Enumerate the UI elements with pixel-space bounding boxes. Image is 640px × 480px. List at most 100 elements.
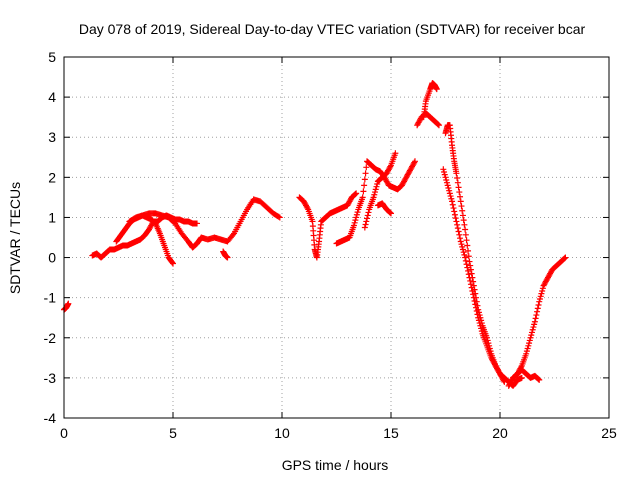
data-point xyxy=(387,209,394,216)
data-point xyxy=(374,181,381,188)
y-tick-label: -1 xyxy=(44,290,57,306)
data-point xyxy=(169,259,176,266)
data-point xyxy=(457,193,464,200)
x-tick-label: 20 xyxy=(492,425,508,441)
data-point xyxy=(372,186,379,193)
data-point xyxy=(373,183,380,190)
data-point xyxy=(392,150,399,157)
data-point xyxy=(530,324,537,331)
x-tick-label: 5 xyxy=(169,425,177,441)
data-point xyxy=(501,378,508,385)
y-tick-label: 1 xyxy=(48,209,56,225)
data-point xyxy=(476,312,483,319)
data-point xyxy=(458,203,465,210)
data-point xyxy=(467,262,474,269)
data-point xyxy=(561,255,568,262)
series-seg-d xyxy=(126,196,283,251)
data-point xyxy=(462,226,469,233)
data-point xyxy=(193,220,200,227)
data-point xyxy=(364,212,371,219)
data-point xyxy=(370,194,377,201)
data-point xyxy=(362,221,369,228)
series-seg-m xyxy=(442,122,508,385)
data-point xyxy=(454,175,461,182)
data-point xyxy=(475,306,482,313)
data-point xyxy=(464,242,471,249)
data-point xyxy=(462,231,469,238)
data-point xyxy=(485,340,492,347)
data-point xyxy=(363,218,370,225)
data-point xyxy=(353,190,360,197)
data-point xyxy=(470,282,477,289)
data-point xyxy=(362,170,369,177)
y-tick-label: 0 xyxy=(48,250,56,266)
data-point xyxy=(474,302,481,309)
data-point xyxy=(534,308,541,315)
data-point xyxy=(539,287,546,294)
data-point xyxy=(304,205,311,212)
data-point xyxy=(526,337,533,344)
y-tick-label: 4 xyxy=(48,89,56,105)
data-point xyxy=(454,221,461,228)
series-seg-j xyxy=(414,110,442,129)
data-point xyxy=(529,326,536,333)
x-tick-label: 25 xyxy=(601,425,617,441)
data-point xyxy=(170,260,176,267)
data-point xyxy=(446,190,453,197)
x-tick-label: 10 xyxy=(274,425,290,441)
data-point xyxy=(467,277,474,284)
data-point xyxy=(460,249,467,256)
data-point xyxy=(445,185,452,192)
data-point xyxy=(531,318,538,325)
data-point xyxy=(465,253,472,260)
data-point xyxy=(486,345,493,352)
series-seg-h xyxy=(361,150,399,231)
data-point xyxy=(451,208,458,215)
data-point xyxy=(455,228,462,235)
data-point xyxy=(359,194,366,201)
data-point xyxy=(523,348,530,355)
data-point xyxy=(473,294,480,301)
data-point xyxy=(363,164,370,171)
data-point xyxy=(470,278,477,285)
data-points-layer xyxy=(61,80,569,389)
data-point xyxy=(487,348,494,355)
y-axis-label: SDTVAR / TECUs xyxy=(7,182,23,294)
data-point xyxy=(454,225,461,232)
y-tick-label: -4 xyxy=(44,410,57,426)
data-point xyxy=(387,163,394,170)
data-point xyxy=(442,174,449,181)
data-point xyxy=(411,159,418,166)
data-point xyxy=(523,350,530,357)
data-point xyxy=(353,211,360,218)
data-point xyxy=(456,231,463,238)
data-point xyxy=(459,243,466,250)
data-point xyxy=(446,187,453,194)
data-point xyxy=(449,201,456,208)
data-point xyxy=(535,302,542,309)
y-tick-label: 2 xyxy=(48,169,56,185)
data-point xyxy=(444,182,451,189)
data-point xyxy=(353,214,360,221)
data-point xyxy=(536,376,543,383)
data-point xyxy=(478,317,485,324)
data-point xyxy=(526,340,533,347)
data-point xyxy=(443,177,450,184)
x-tick-label: 15 xyxy=(383,425,399,441)
plot-frame xyxy=(63,56,610,419)
data-point xyxy=(465,247,472,254)
data-point xyxy=(453,170,460,177)
data-point xyxy=(229,231,236,238)
data-point xyxy=(449,198,456,205)
data-point xyxy=(462,257,469,264)
data-point xyxy=(458,241,465,248)
data-point xyxy=(443,179,450,186)
data-point xyxy=(537,293,544,300)
data-point xyxy=(525,342,532,349)
data-point xyxy=(478,320,485,327)
data-point xyxy=(465,267,472,274)
data-point xyxy=(465,271,472,278)
data-point xyxy=(534,305,541,312)
data-point xyxy=(454,179,461,186)
y-tick-label: -2 xyxy=(44,330,57,346)
